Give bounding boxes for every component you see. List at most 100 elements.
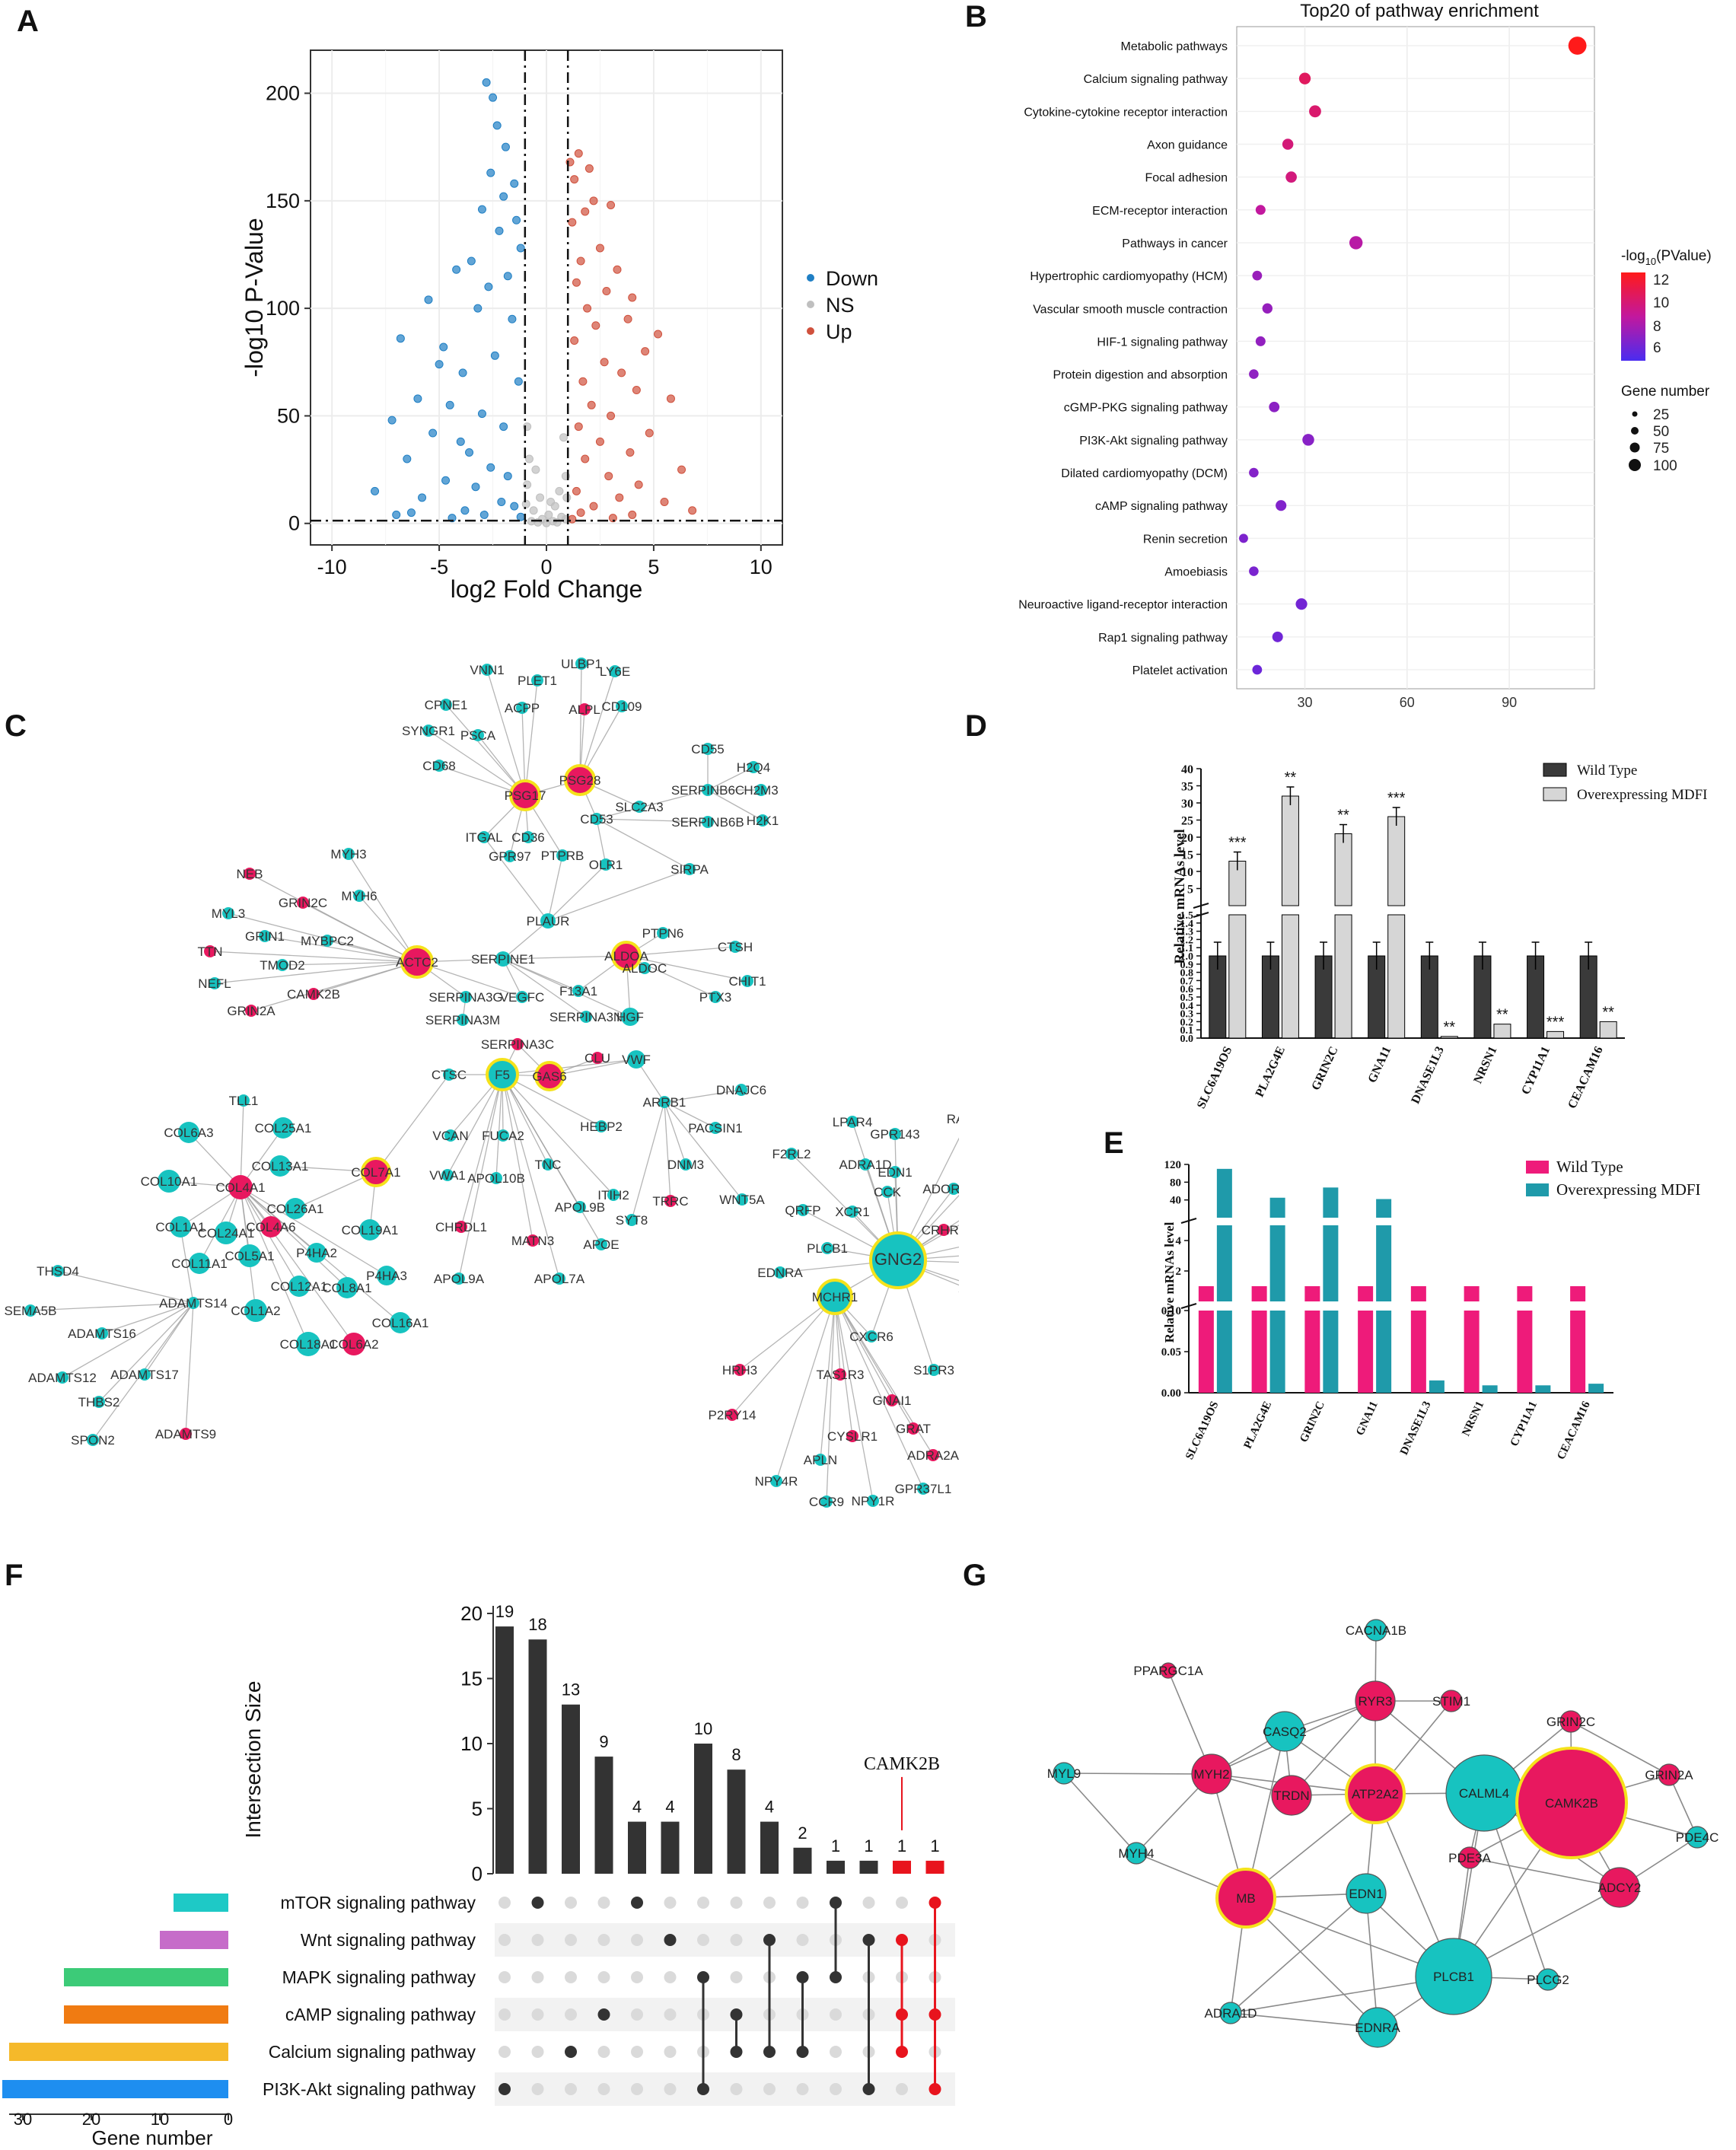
pathway-label: Pathways in cancer bbox=[1122, 237, 1228, 250]
network-c-edge bbox=[626, 955, 716, 998]
network-c-edge bbox=[502, 958, 631, 1018]
network-c-node: CHIT1 bbox=[728, 974, 766, 989]
matrix-dot bbox=[597, 2083, 610, 2095]
network-c-node-circle bbox=[361, 1157, 391, 1187]
network-c-node-circle bbox=[616, 700, 628, 712]
network-c-node: ITGAL bbox=[465, 830, 502, 845]
network-c-node: COL10A1 bbox=[141, 1170, 197, 1193]
network-c-node: ADRA1D bbox=[839, 1158, 892, 1172]
intersection-bar bbox=[694, 1744, 712, 1874]
point-down bbox=[499, 422, 508, 432]
pathway-label: HIF-1 signaling pathway bbox=[1097, 336, 1228, 349]
pathway-point bbox=[1285, 171, 1297, 183]
network-c-edge bbox=[240, 1186, 309, 1345]
bar-e-over-top bbox=[1216, 1168, 1232, 1218]
intersection-bar-label: 18 bbox=[528, 1615, 546, 1634]
network-c-edge bbox=[826, 1296, 836, 1502]
point-up bbox=[628, 293, 637, 302]
bar-e-over-low bbox=[1323, 1311, 1339, 1393]
thresholds-a bbox=[311, 50, 782, 545]
point-ns bbox=[521, 499, 530, 508]
network-c-node: VWF bbox=[622, 1050, 651, 1069]
network-g-node: PPARGC1A bbox=[1133, 1662, 1203, 1679]
bar-e-over-mid bbox=[1323, 1225, 1339, 1301]
network-g-edge bbox=[1063, 1773, 1212, 1775]
network-c-node-circle bbox=[321, 935, 333, 947]
bar-e-wild-low bbox=[1410, 1311, 1426, 1393]
network-c-node-label: VWF bbox=[622, 1053, 651, 1067]
network-c-node-label: SERPINA3M bbox=[425, 1013, 500, 1027]
network-c-node: COL26A1 bbox=[267, 1198, 323, 1219]
set-name-label: PI3K-Akt signaling pathway bbox=[263, 2079, 476, 2099]
bar-e-over-mid bbox=[1216, 1225, 1232, 1301]
significance-d: ** bbox=[1285, 769, 1297, 786]
network-c-node: NPY4R bbox=[755, 1474, 798, 1489]
network-c-node-circle bbox=[178, 1122, 199, 1143]
x-tick-label: 0 bbox=[540, 556, 552, 578]
legend-d: Wild Type Overexpressing MDFI bbox=[1543, 763, 1708, 803]
network-c-node-circle bbox=[245, 1005, 257, 1017]
network-g-node-circle bbox=[1686, 1826, 1709, 1849]
network-c-node-label: CTSH bbox=[718, 940, 753, 954]
network-c-node: WNT5A bbox=[719, 1193, 765, 1207]
significance-d: *** bbox=[1387, 790, 1406, 807]
matrix-dot bbox=[697, 1934, 709, 1946]
network-c-node-label: APLN bbox=[804, 1453, 837, 1467]
size-legend-b: Gene number 25 50 75 100 bbox=[1621, 384, 1710, 474]
network-c-node-label: GNG2 bbox=[874, 1250, 922, 1269]
panel-label-f: F bbox=[5, 1559, 24, 1592]
network-c-edge bbox=[502, 1074, 560, 1279]
y-tick-label-f: 10 bbox=[460, 1732, 483, 1755]
network-c-node-label: P4HA3 bbox=[366, 1269, 407, 1283]
y-tick-label-d-upper: 25 bbox=[1181, 815, 1193, 828]
network-c-node-label: XCR1 bbox=[835, 1205, 869, 1219]
point-up bbox=[570, 175, 579, 184]
matrix-dot bbox=[499, 1971, 511, 1983]
network-c-edge bbox=[834, 1296, 924, 1489]
network-c-node-circle bbox=[222, 907, 234, 919]
network-c-node-circle bbox=[204, 945, 216, 957]
network-c-node-circle bbox=[540, 913, 556, 928]
network-c-node-label: SYT8 bbox=[616, 1213, 648, 1228]
pathway-point bbox=[1255, 336, 1266, 346]
network-c-node-circle bbox=[444, 1129, 457, 1142]
network-c-edge bbox=[631, 1101, 665, 1221]
point-down bbox=[441, 476, 451, 485]
network-c-node-label: COL6A3 bbox=[164, 1126, 213, 1140]
network-g-node: TRDN bbox=[1271, 1775, 1312, 1816]
network-c-node-label: CD53 bbox=[580, 812, 613, 827]
point-up bbox=[628, 510, 637, 519]
network-c-edge bbox=[279, 1165, 377, 1173]
network-c-node-circle bbox=[607, 1189, 620, 1201]
y-tick-label-d-upper: 40 bbox=[1181, 763, 1193, 776]
network-c-node: TAS1R3 bbox=[817, 1368, 865, 1382]
point-up bbox=[666, 394, 675, 403]
network-c-node-circle bbox=[511, 1038, 524, 1050]
bar-e-over-top bbox=[1323, 1187, 1339, 1218]
intersection-bar bbox=[661, 1821, 680, 1874]
network-c-node: GNG2 bbox=[869, 1231, 927, 1289]
point-down bbox=[512, 215, 521, 225]
network-g-node-circle bbox=[1345, 1763, 1406, 1824]
pathway-point bbox=[1298, 72, 1311, 84]
network-g-node: MB bbox=[1215, 1868, 1276, 1929]
network-g-node: GRIN2A bbox=[1645, 1763, 1693, 1786]
network-c-node: APOL7A bbox=[534, 1272, 585, 1286]
bar-e-wild-mid bbox=[1464, 1286, 1480, 1301]
network-c-node-circle bbox=[486, 1058, 519, 1091]
network-c-node-circle bbox=[56, 1371, 68, 1384]
network-c-node-circle bbox=[180, 1428, 192, 1440]
set-size-bar bbox=[64, 1968, 228, 1986]
network-c-node-circle bbox=[702, 816, 714, 828]
network-c-edge bbox=[240, 1127, 284, 1188]
intersection-bar-label: 2 bbox=[798, 1824, 807, 1843]
y-axis-label-f: Intersection Size bbox=[241, 1681, 265, 1839]
network-c-node-label: EDNRA bbox=[757, 1266, 803, 1280]
x-tick-label: -10 bbox=[317, 556, 347, 578]
point-down bbox=[484, 282, 493, 291]
network-c-node-label: LPAR4 bbox=[833, 1115, 873, 1129]
network-c-node-label: ARRB1 bbox=[643, 1095, 686, 1110]
intersection-bar bbox=[528, 1639, 547, 1874]
network-c-node-label: ADRA1D bbox=[839, 1158, 892, 1172]
